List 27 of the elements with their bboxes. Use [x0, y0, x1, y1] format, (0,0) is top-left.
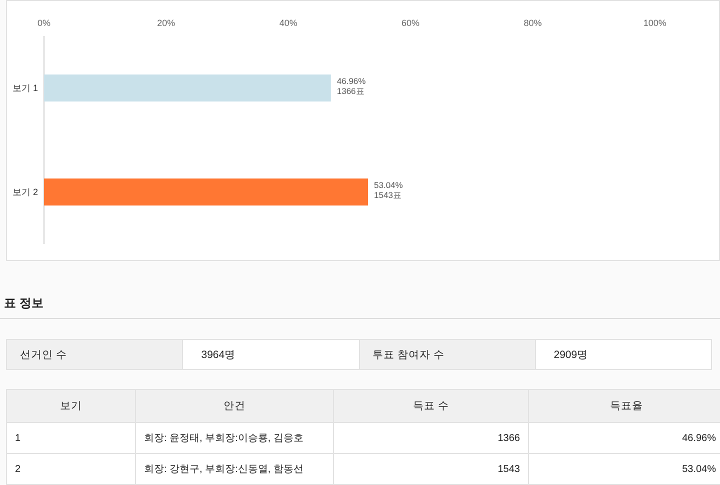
category-label: 득표율: [528, 390, 720, 422]
data-label: 46.96% 1366표: [336, 76, 366, 96]
category-label: 안건: [136, 390, 334, 422]
x-tick-label: 40%: [279, 18, 298, 28]
category-label: 득표 수: [334, 390, 528, 422]
data-label: 53.04% 1543표: [374, 180, 404, 200]
y-tick-label: 보기 2: [12, 187, 38, 197]
text: 표 정보: [4, 295, 44, 312]
text: 2: [15, 464, 21, 474]
x-tick-label: 20%: [157, 18, 176, 28]
x-tick-label: 80%: [524, 18, 542, 28]
text: 1: [15, 432, 21, 444]
category-label: 보기: [6, 390, 136, 422]
text: 선거인 수: [6, 340, 183, 370]
text: 투표 참여자 수: [359, 340, 536, 370]
text: 1366: [498, 432, 520, 444]
text: 회장: 강현구, 부회장:신동열, 함동선: [144, 464, 304, 475]
text: 46.96%: [682, 432, 716, 444]
text: 2909명: [535, 340, 712, 370]
text: 1543: [498, 464, 520, 474]
text: 53.04%: [682, 464, 716, 474]
x-tick-label: 100%: [643, 18, 666, 28]
x-tick-label: 0%: [37, 18, 51, 28]
x-tick-label: 60%: [402, 18, 420, 28]
text: 회장: 윤정태, 부회장:이승룡, 김응호: [144, 433, 304, 444]
y-tick-label: 보기 1: [12, 83, 38, 93]
text: 3964명: [182, 340, 359, 370]
